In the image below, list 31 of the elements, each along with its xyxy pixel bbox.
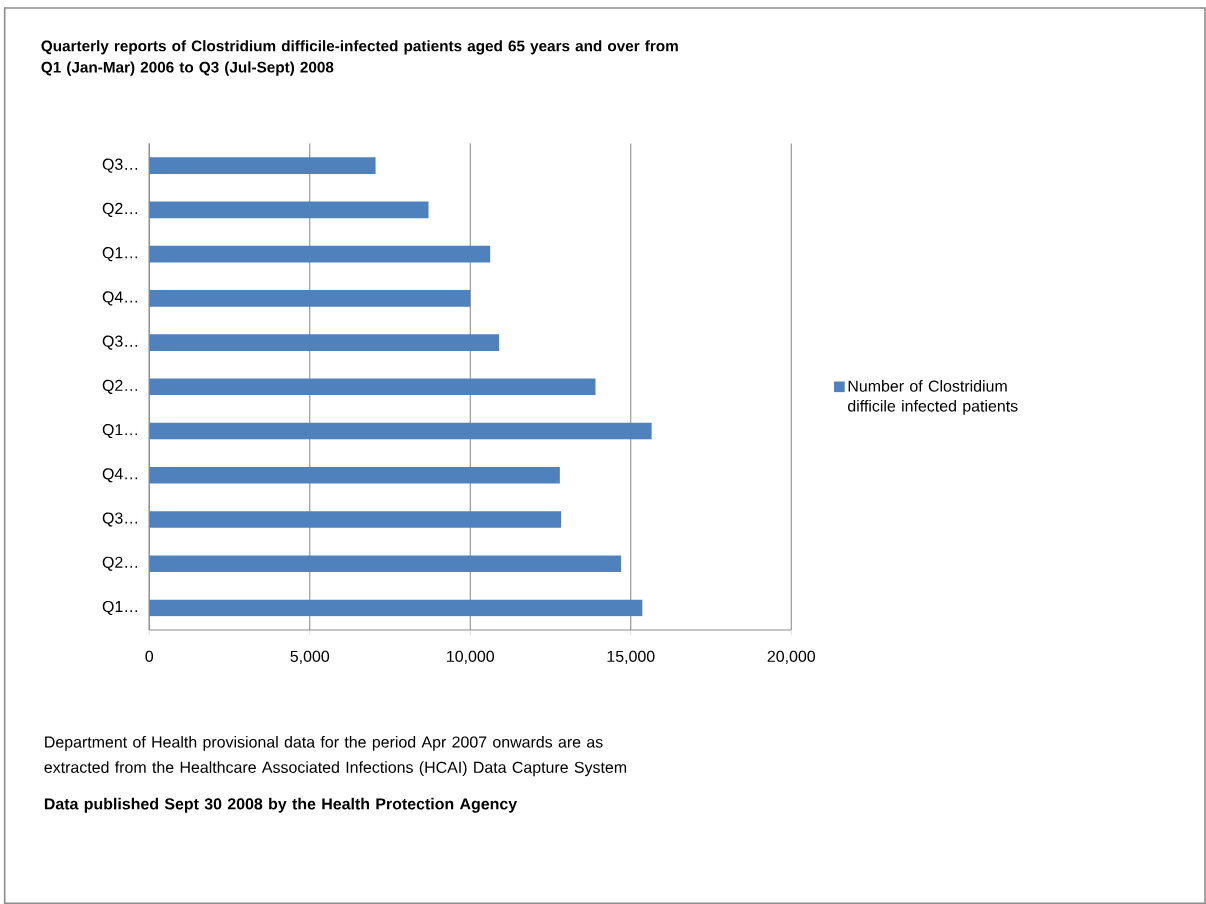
y-tick-label: Q3… (102, 335, 138, 350)
y-tick-label: Q4… (102, 291, 138, 306)
bar (149, 245, 491, 263)
y-tick-label: Q2… (102, 556, 138, 571)
x-tick-label: 15,000 (607, 650, 655, 664)
x-tick-label: 10,000 (447, 650, 495, 664)
bar (149, 201, 429, 219)
bar (149, 599, 643, 617)
bar (149, 511, 562, 528)
legend-label: Number of Clostridium difficile infected patients (848, 379, 1018, 415)
y-tick-label: Q1… (102, 600, 138, 615)
y-tick-label: Q2… (102, 379, 138, 394)
y-tick-label: Q1… (102, 423, 138, 439)
x-tick-label: 20,000 (767, 650, 816, 664)
y-tick-label: Q3… (102, 512, 138, 527)
y-tick-label: Q3… (102, 158, 138, 173)
y-tick-label: Q2… (102, 202, 138, 217)
bar (149, 555, 622, 572)
text: Department of Health provisional data for the period Apr 2007 onwards are as extracted from the Healthcare Associated Infections (HCAI) Data Capture System (44, 735, 627, 777)
x-tick-label: 5,000 (290, 650, 330, 664)
bar (149, 157, 376, 174)
bar (149, 378, 596, 396)
x-tick-label: 0 (145, 650, 154, 662)
bar (149, 466, 560, 484)
bar (149, 289, 471, 307)
bar (149, 334, 500, 351)
chart-title: Quarterly reports of Clostridium difficile-infected patients aged 65 years and over from Q1 (Jan-Mar) 2006 to Q3 (Jul-Sept) 2008 (41, 40, 678, 76)
y-tick-label: Q1… (102, 246, 138, 262)
text: Data published Sept 30 2008 by the Health Protection Agency (44, 797, 518, 813)
bar (149, 422, 652, 440)
y-tick-label: Q4… (102, 468, 138, 483)
